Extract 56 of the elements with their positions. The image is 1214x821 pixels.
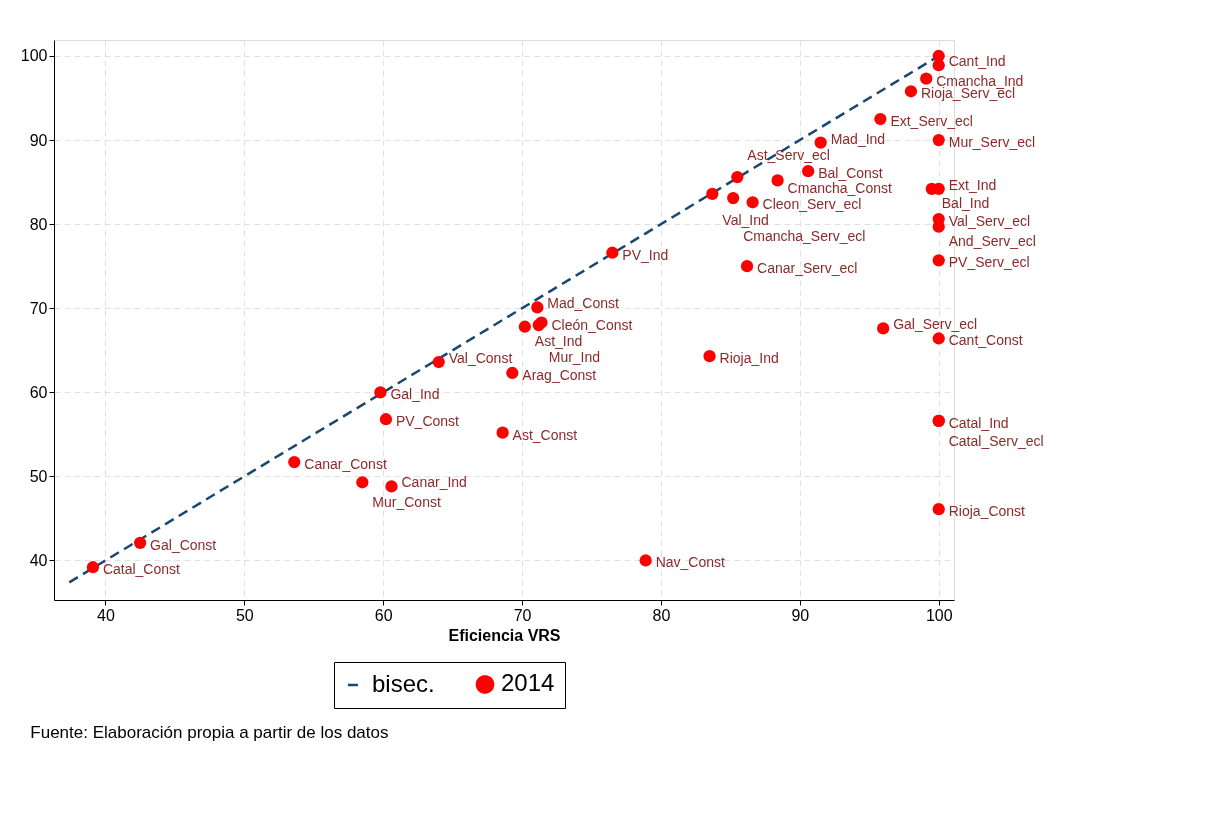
data-label: Bal_Ind (941, 194, 990, 211)
data-label: Val_Const (448, 350, 513, 367)
data-label: Mur_Ind (548, 349, 601, 366)
data-label: Gal_Serv_ecl (893, 316, 978, 333)
data-label: Ext_Serv_ecl (890, 113, 973, 130)
data-label: Mad_Ind (830, 130, 886, 147)
x-tick-label: 100 (925, 606, 953, 624)
data-label: Gal_Const (150, 536, 217, 553)
data-label: And_Serv_ecl (948, 232, 1036, 249)
x-tick-label: 40 (96, 606, 115, 624)
x-tick-label: 90 (791, 606, 810, 624)
y-tick-label: 40 (29, 551, 48, 569)
data-label: Cmancha_Serv_ecl (743, 228, 866, 245)
y-tick-label: 100 (20, 47, 48, 65)
data-label: Ast_Const (512, 426, 578, 443)
data-label: Val_Ind (722, 211, 769, 228)
y-tick-label: 60 (29, 383, 48, 401)
data-label: Mad_Const (547, 295, 620, 312)
y-tick-label: 80 (29, 215, 48, 233)
data-label: Catal_Const (102, 561, 181, 578)
data-label: PV_Serv_ecl (948, 254, 1030, 271)
data-label: Nav_Const (655, 554, 726, 571)
data-label: Ast_Serv_ecl (747, 147, 830, 164)
data-label: Ast_Ind (534, 332, 583, 349)
x-tick-label: 60 (374, 606, 393, 624)
data-label: Cmancha_Const (787, 180, 892, 197)
legend-label: bisec. (372, 670, 435, 697)
data-label: PV_Ind (622, 246, 669, 263)
x-tick-label: 80 (652, 606, 671, 624)
data-label: PV_Const (395, 413, 460, 430)
x-tick-label: 70 (513, 606, 532, 624)
data-label: Mur_Serv_ecl (948, 134, 1036, 151)
data-label: Val_Serv_ecl (948, 213, 1031, 230)
source-note: Fuente: Elaboración propia a partir de los datos (30, 722, 389, 742)
data-label: Cleón_Const (551, 316, 633, 333)
data-label: Canar_Serv_ecl (757, 260, 858, 277)
data-label: Rioja_Ind (719, 350, 779, 367)
data-label: Mur_Const (372, 494, 441, 511)
data-label: Bal_Const (818, 165, 883, 182)
data-label: Cant_Ind (948, 53, 1006, 70)
y-tick-label: 70 (29, 299, 48, 317)
legend-label: 2014 (501, 669, 555, 697)
data-label: Ext_Ind (948, 176, 997, 193)
data-label: Rioja_Const (948, 503, 1026, 520)
y-tick-label: 90 (29, 131, 48, 149)
data-label: Gal_Ind (390, 386, 440, 403)
data-label: Cleon_Serv_ecl (762, 196, 862, 213)
data-label: Catal_Serv_ecl (948, 432, 1044, 449)
data-label: Catal_Ind (948, 414, 1009, 431)
x-tick-label: 50 (235, 606, 254, 624)
data-label: Canar_Const (304, 456, 387, 473)
x-axis-title: Eficiencia VRS (448, 626, 561, 644)
data-label: Canar_Ind (401, 474, 467, 491)
data-label: Arag_Const (522, 366, 597, 383)
y-tick-label: 50 (29, 467, 48, 485)
data-label: Cant_Const (948, 332, 1023, 349)
